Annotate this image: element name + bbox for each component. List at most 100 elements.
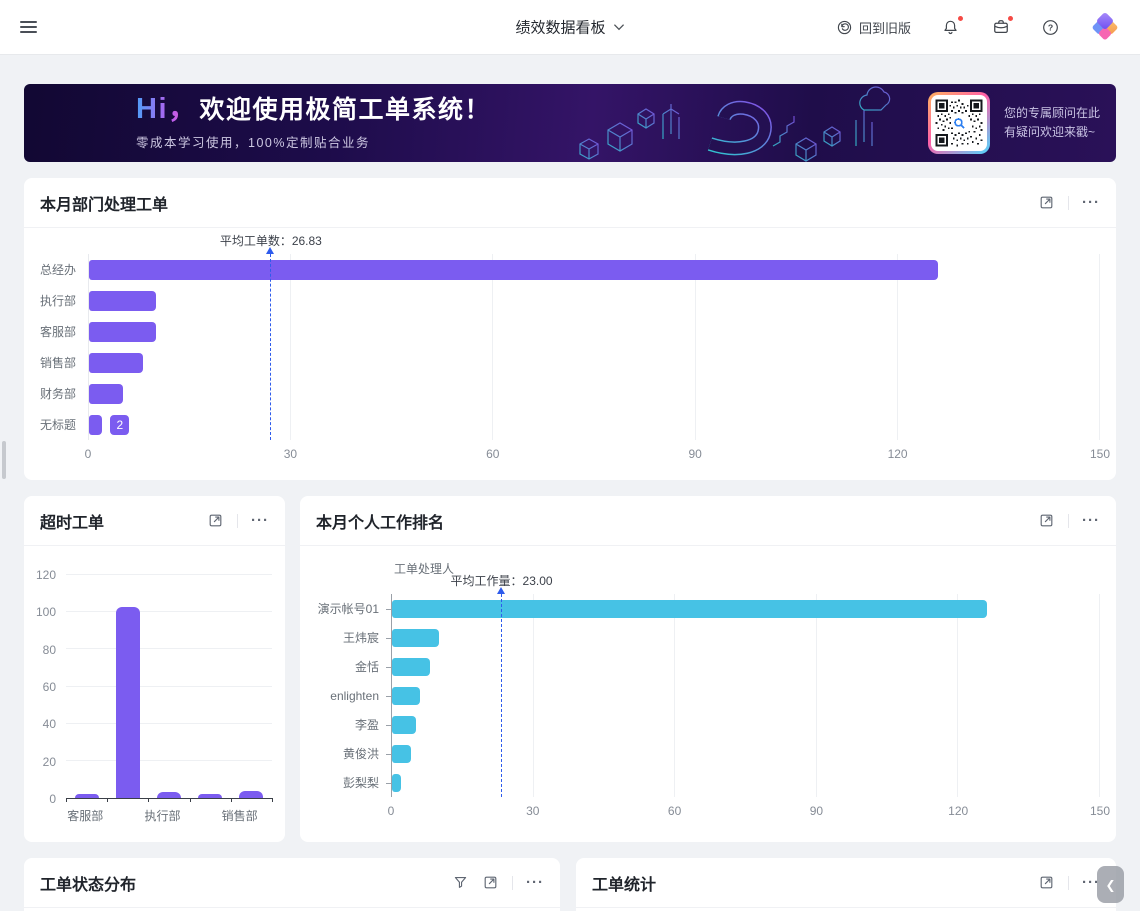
x-axis-tick-label: 30 bbox=[526, 804, 540, 818]
gridline bbox=[532, 594, 534, 797]
x-axis-tick-label: 120 bbox=[887, 447, 908, 461]
y-axis-labels: 0 20 40 60 80 100 120 bbox=[24, 568, 66, 806]
overtime-bar-chart: 0 20 40 60 80 100 120 客服部 执行部 销售部 bbox=[24, 546, 285, 823]
axis-tick bbox=[230, 798, 232, 802]
category-label: enlighten bbox=[330, 688, 379, 703]
history-icon bbox=[837, 20, 852, 34]
filter-icon[interactable] bbox=[452, 874, 469, 891]
banner-text: Hi， 欢迎使用极简工单系统！ 零成本学习使用，100%定制贴合业务 bbox=[136, 95, 491, 151]
app-logo[interactable] bbox=[1090, 12, 1120, 42]
axis-tick bbox=[386, 666, 391, 668]
row-2: 超时工单 ··· 0 20 40 60 80 100 120 客服部 执行部 销售部 本月个人工作… bbox=[24, 496, 1116, 842]
export-icon[interactable] bbox=[1038, 194, 1055, 211]
y-axis-tick-label: 100 bbox=[35, 605, 56, 620]
x-axis-tick-label: 0 bbox=[387, 804, 395, 818]
dashboard-title-dropdown[interactable]: 绩效数据看板 bbox=[515, 17, 625, 38]
divider bbox=[1068, 875, 1069, 890]
collapse-panel-handle[interactable]: ❮ bbox=[1097, 866, 1124, 903]
bar bbox=[89, 259, 939, 280]
bar bbox=[392, 628, 440, 647]
banner-hi: Hi， bbox=[136, 93, 199, 125]
hbar-chart-body: 演示帐号01 王炜宸 金恬 enlighten 李盈 黄俊洪 彭梨梨 平均工作量：23.00 工… bbox=[316, 562, 1100, 797]
average-line: 平均工作量：23.00 bbox=[451, 574, 553, 797]
gridline bbox=[66, 611, 272, 613]
bar bbox=[392, 686, 421, 705]
x-axis-tick-label: 30 bbox=[283, 447, 298, 461]
bar bbox=[89, 290, 157, 311]
card-dept-header: 本月部门处理工单 ··· bbox=[24, 178, 1116, 228]
consultant-qr-code[interactable] bbox=[927, 92, 990, 154]
category-label: 无标题 bbox=[39, 418, 76, 432]
bar bbox=[89, 352, 143, 373]
bar bbox=[198, 794, 223, 798]
axis-tick bbox=[272, 798, 273, 802]
hbar-chart-body: 总经办 执行部 客服部 销售部 财务部 无标题 2 平均工单数：26.83 bbox=[39, 234, 1100, 440]
header-actions: 回到旧版 ? bbox=[836, 12, 1120, 42]
category-label: 彭梨梨 bbox=[342, 776, 379, 790]
bar bbox=[392, 657, 430, 676]
y-axis-tick-label: 0 bbox=[49, 792, 56, 806]
category-label: 演示帐号01 bbox=[317, 602, 379, 616]
welcome-banner: Hi， 欢迎使用极简工单系统！ 零成本学习使用，100%定制贴合业务 bbox=[24, 84, 1116, 162]
export-icon[interactable] bbox=[207, 512, 224, 529]
card-stats-header: 工单统计 ··· bbox=[576, 858, 1116, 908]
export-icon[interactable] bbox=[1038, 874, 1055, 891]
plot-area: 2 平均工单数：26.83 bbox=[88, 234, 1100, 440]
workbench-button[interactable] bbox=[990, 14, 1014, 38]
more-options-icon[interactable]: ··· bbox=[1082, 194, 1100, 211]
x-axis: 0 30 60 90 120 150 bbox=[85, 440, 1110, 464]
gridline bbox=[1099, 254, 1100, 440]
gridline bbox=[1099, 594, 1100, 797]
y-axis-tick-label: 80 bbox=[42, 642, 56, 657]
more-options-icon[interactable]: ··· bbox=[1082, 874, 1100, 891]
left-scrollbar-thumb[interactable] bbox=[2, 441, 6, 479]
card-overtime-title: 超时工单 bbox=[40, 514, 105, 532]
category-label: 销售部 bbox=[39, 356, 76, 370]
x-axis-tick-label: 150 bbox=[1089, 804, 1111, 818]
more-options-icon[interactable]: ··· bbox=[526, 874, 544, 891]
isometric-city-art bbox=[579, 86, 891, 162]
divider bbox=[512, 875, 513, 890]
consultant-text: 您的专属顾问在此 有疑问欢迎来戳~ bbox=[1004, 104, 1100, 142]
bar bbox=[392, 599, 987, 618]
divider bbox=[1068, 513, 1069, 528]
card-workorder-stats: 工单统计 ··· bbox=[576, 858, 1116, 911]
x-axis-tick-label: 60 bbox=[486, 447, 500, 461]
export-icon[interactable] bbox=[1038, 512, 1055, 529]
more-options-icon[interactable]: ··· bbox=[251, 512, 269, 529]
average-line-arrow bbox=[265, 247, 274, 254]
vbar-chart-body: 0 20 40 60 80 100 120 bbox=[24, 568, 273, 806]
notification-bell-button[interactable] bbox=[940, 14, 964, 38]
back-to-old-version-button[interactable]: 回到旧版 bbox=[836, 18, 911, 37]
help-icon: ? bbox=[1043, 19, 1058, 35]
more-options-icon[interactable]: ··· bbox=[1082, 512, 1100, 529]
x-axis-tick-label: 销售部 bbox=[221, 809, 258, 823]
card-status-header: 工单状态分布 ··· bbox=[24, 858, 560, 908]
chevron-down-icon bbox=[613, 24, 625, 31]
divider bbox=[237, 513, 238, 528]
export-icon[interactable] bbox=[482, 874, 499, 891]
category-label: 王炜宸 bbox=[342, 631, 379, 645]
bar bbox=[239, 790, 264, 798]
card-personal-ranking: 本月个人工作排名 ··· 演示帐号01 王炜宸 金恬 enlighten 李盈 黄俊洪 彭梨… bbox=[300, 496, 1116, 842]
banner-consultant-block: 您的专属顾问在此 有疑问欢迎来戳~ bbox=[927, 92, 1100, 154]
card-overtime-header: 超时工单 ··· bbox=[24, 496, 285, 546]
top-header: 绩效数据看板 回到旧版 ? bbox=[0, 0, 1140, 55]
average-line-arrow bbox=[496, 587, 505, 594]
card-personal-title: 本月个人工作排名 bbox=[316, 514, 445, 532]
bar bbox=[89, 321, 157, 342]
bar bbox=[157, 792, 181, 798]
briefcase-icon bbox=[993, 20, 1008, 34]
card-overtime: 超时工单 ··· 0 20 40 60 80 100 120 客服部 执行部 销售部 bbox=[24, 496, 285, 842]
bar bbox=[392, 773, 402, 792]
gridline bbox=[66, 648, 272, 650]
average-line: 平均工单数：26.83 bbox=[220, 234, 322, 440]
diamond-logo-icon bbox=[1092, 13, 1118, 40]
y-axis-tick-label: 120 bbox=[35, 568, 56, 582]
menu-hamburger-icon[interactable] bbox=[20, 15, 44, 39]
help-button[interactable]: ? bbox=[1040, 17, 1061, 38]
axis-tick bbox=[148, 798, 150, 802]
card-stats-title: 工单统计 bbox=[592, 876, 657, 894]
x-axis-tick-label: 60 bbox=[667, 804, 682, 818]
axis-tick bbox=[386, 608, 391, 610]
